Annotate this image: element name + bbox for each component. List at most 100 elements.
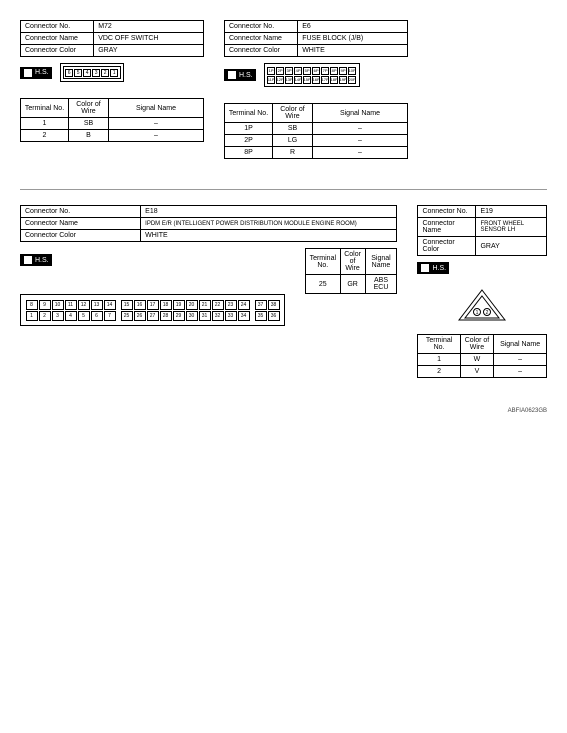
label-connector-no: Connector No.: [21, 206, 141, 218]
pin: 5: [74, 69, 82, 77]
hdr-terminal-no: Terminal No.: [306, 249, 341, 275]
pin: 18: [160, 300, 172, 310]
pin: 14: [104, 300, 116, 310]
pin: 4: [83, 69, 91, 77]
e18-terminal-table: Terminal No. Color of Wire Signal Name 2…: [305, 248, 397, 294]
cell: –: [494, 366, 547, 378]
m72-color: GRAY: [94, 45, 204, 57]
pin: 24: [238, 300, 250, 310]
pin: 11: [65, 300, 77, 310]
e19-info-table: Connector No.E19 Connector NameFRONT WHE…: [417, 205, 547, 256]
pin: 4P: [294, 67, 302, 75]
pin: 31: [199, 311, 211, 321]
pin: 21: [199, 300, 211, 310]
pin: 14P: [294, 76, 302, 84]
hs-text: H.S.: [35, 257, 49, 264]
pin: 20: [186, 300, 198, 310]
cell: 1P: [225, 123, 273, 135]
hdr-signal-name: Signal Name: [494, 335, 547, 354]
e6-pin-diagram: 1P 2P 3P 4P 5P 6P 7P 8P 9P 10P 11P 12P: [264, 63, 360, 87]
cell: –: [494, 354, 547, 366]
e6-info-table: Connector No.E6 Connector NameFUSE BLOCK…: [224, 20, 408, 57]
e19-hs-row: H.S.: [417, 262, 547, 274]
e18-grid-1: 8 9 10 11 12 13 14 1 2 3: [25, 299, 116, 321]
pin: 30: [186, 311, 198, 321]
triangle-connector-icon: 1 2: [457, 288, 507, 324]
cell: 1: [21, 118, 69, 130]
e18-grid-2: 15 16 17 18 19 20 21 22 23 24: [120, 299, 250, 321]
cell: –: [109, 130, 204, 142]
hs-badge: H.S.: [224, 69, 256, 81]
label-connector-color: Connector Color: [418, 237, 476, 256]
cell: 8P: [225, 147, 273, 159]
pin: 20P: [348, 76, 356, 84]
label-connector-name: Connector Name: [418, 218, 476, 237]
cell: SB: [273, 123, 313, 135]
label-connector-no: Connector No.: [418, 206, 476, 218]
e6-color: WHITE: [298, 45, 408, 57]
hdr-terminal-no: Terminal No.: [225, 104, 273, 123]
m72-hs-row: H.S. 6 5 4 3 2 1: [20, 63, 204, 82]
pin: 17P: [321, 76, 329, 84]
hs-badge: H.S.: [20, 67, 52, 79]
e18-hs-row: H.S.: [20, 254, 285, 266]
cell: –: [109, 118, 204, 130]
pin: 6: [91, 311, 103, 321]
pin: 27: [147, 311, 159, 321]
e19-no: E19: [476, 206, 547, 218]
pin: 16P: [312, 76, 320, 84]
pin: 3P: [285, 67, 293, 75]
e18-name: IPDM E/R (INTELLIGENT POWER DISTRIBUTION…: [141, 218, 397, 230]
pin: 34: [238, 311, 250, 321]
svg-text:1: 1: [476, 310, 479, 316]
pin: 26: [134, 311, 146, 321]
connector-e19: Connector No.E19 Connector NameFRONT WHE…: [417, 205, 547, 378]
cell: W: [460, 354, 494, 366]
pin: 2P: [276, 67, 284, 75]
pin: 1: [26, 311, 38, 321]
label-connector-name: Connector Name: [21, 218, 141, 230]
connector-e6: Connector No.E6 Connector NameFUSE BLOCK…: [224, 20, 408, 159]
e19-name: FRONT WHEEL SENSOR LH: [476, 218, 547, 237]
pin: 16: [134, 300, 146, 310]
cell: –: [313, 147, 408, 159]
divider: [20, 189, 547, 190]
pin: 35: [255, 311, 267, 321]
pin: 29: [173, 311, 185, 321]
cell: R: [273, 147, 313, 159]
pin: 8P: [330, 67, 338, 75]
pin: 7: [104, 311, 116, 321]
hdr-color-wire: Color of Wire: [460, 335, 494, 354]
pin: 11P: [267, 76, 275, 84]
pin: 19: [173, 300, 185, 310]
cell: LG: [273, 135, 313, 147]
e18-color: WHITE: [141, 230, 397, 242]
e18-info-table: Connector No.E18 Connector NameIPDM E/R …: [20, 205, 397, 242]
pin: 5P: [303, 67, 311, 75]
e18-pin-diagram: 8 9 10 11 12 13 14 1 2 3: [20, 294, 285, 326]
hs-icon: [227, 70, 237, 80]
e6-name: FUSE BLOCK (J/B): [298, 33, 408, 45]
pin: 38: [268, 300, 280, 310]
pin: 7P: [321, 67, 329, 75]
pin: 10P: [348, 67, 356, 75]
pin: 15: [121, 300, 133, 310]
pin: 3: [52, 311, 64, 321]
pin: 2: [101, 69, 109, 77]
cell: 2P: [225, 135, 273, 147]
cell: –: [313, 135, 408, 147]
e6-hs-row: H.S. 1P 2P 3P 4P 5P 6P 7P 8P 9P 10P: [224, 63, 408, 87]
m72-no: M72: [94, 21, 204, 33]
hs-icon: [23, 255, 33, 265]
m72-info-table: Connector No.M72 Connector NameVDC OFF S…: [20, 20, 204, 57]
pin: 33: [225, 311, 237, 321]
pin: 3: [92, 69, 100, 77]
cell: 2: [418, 366, 460, 378]
cell: ABS ECU: [365, 275, 397, 294]
pin: 13: [91, 300, 103, 310]
pin: 18P: [330, 76, 338, 84]
pin: 8: [26, 300, 38, 310]
pin: 2: [39, 311, 51, 321]
e18-grid-3: 37 38 35 36: [254, 299, 280, 321]
hs-icon: [23, 68, 33, 78]
